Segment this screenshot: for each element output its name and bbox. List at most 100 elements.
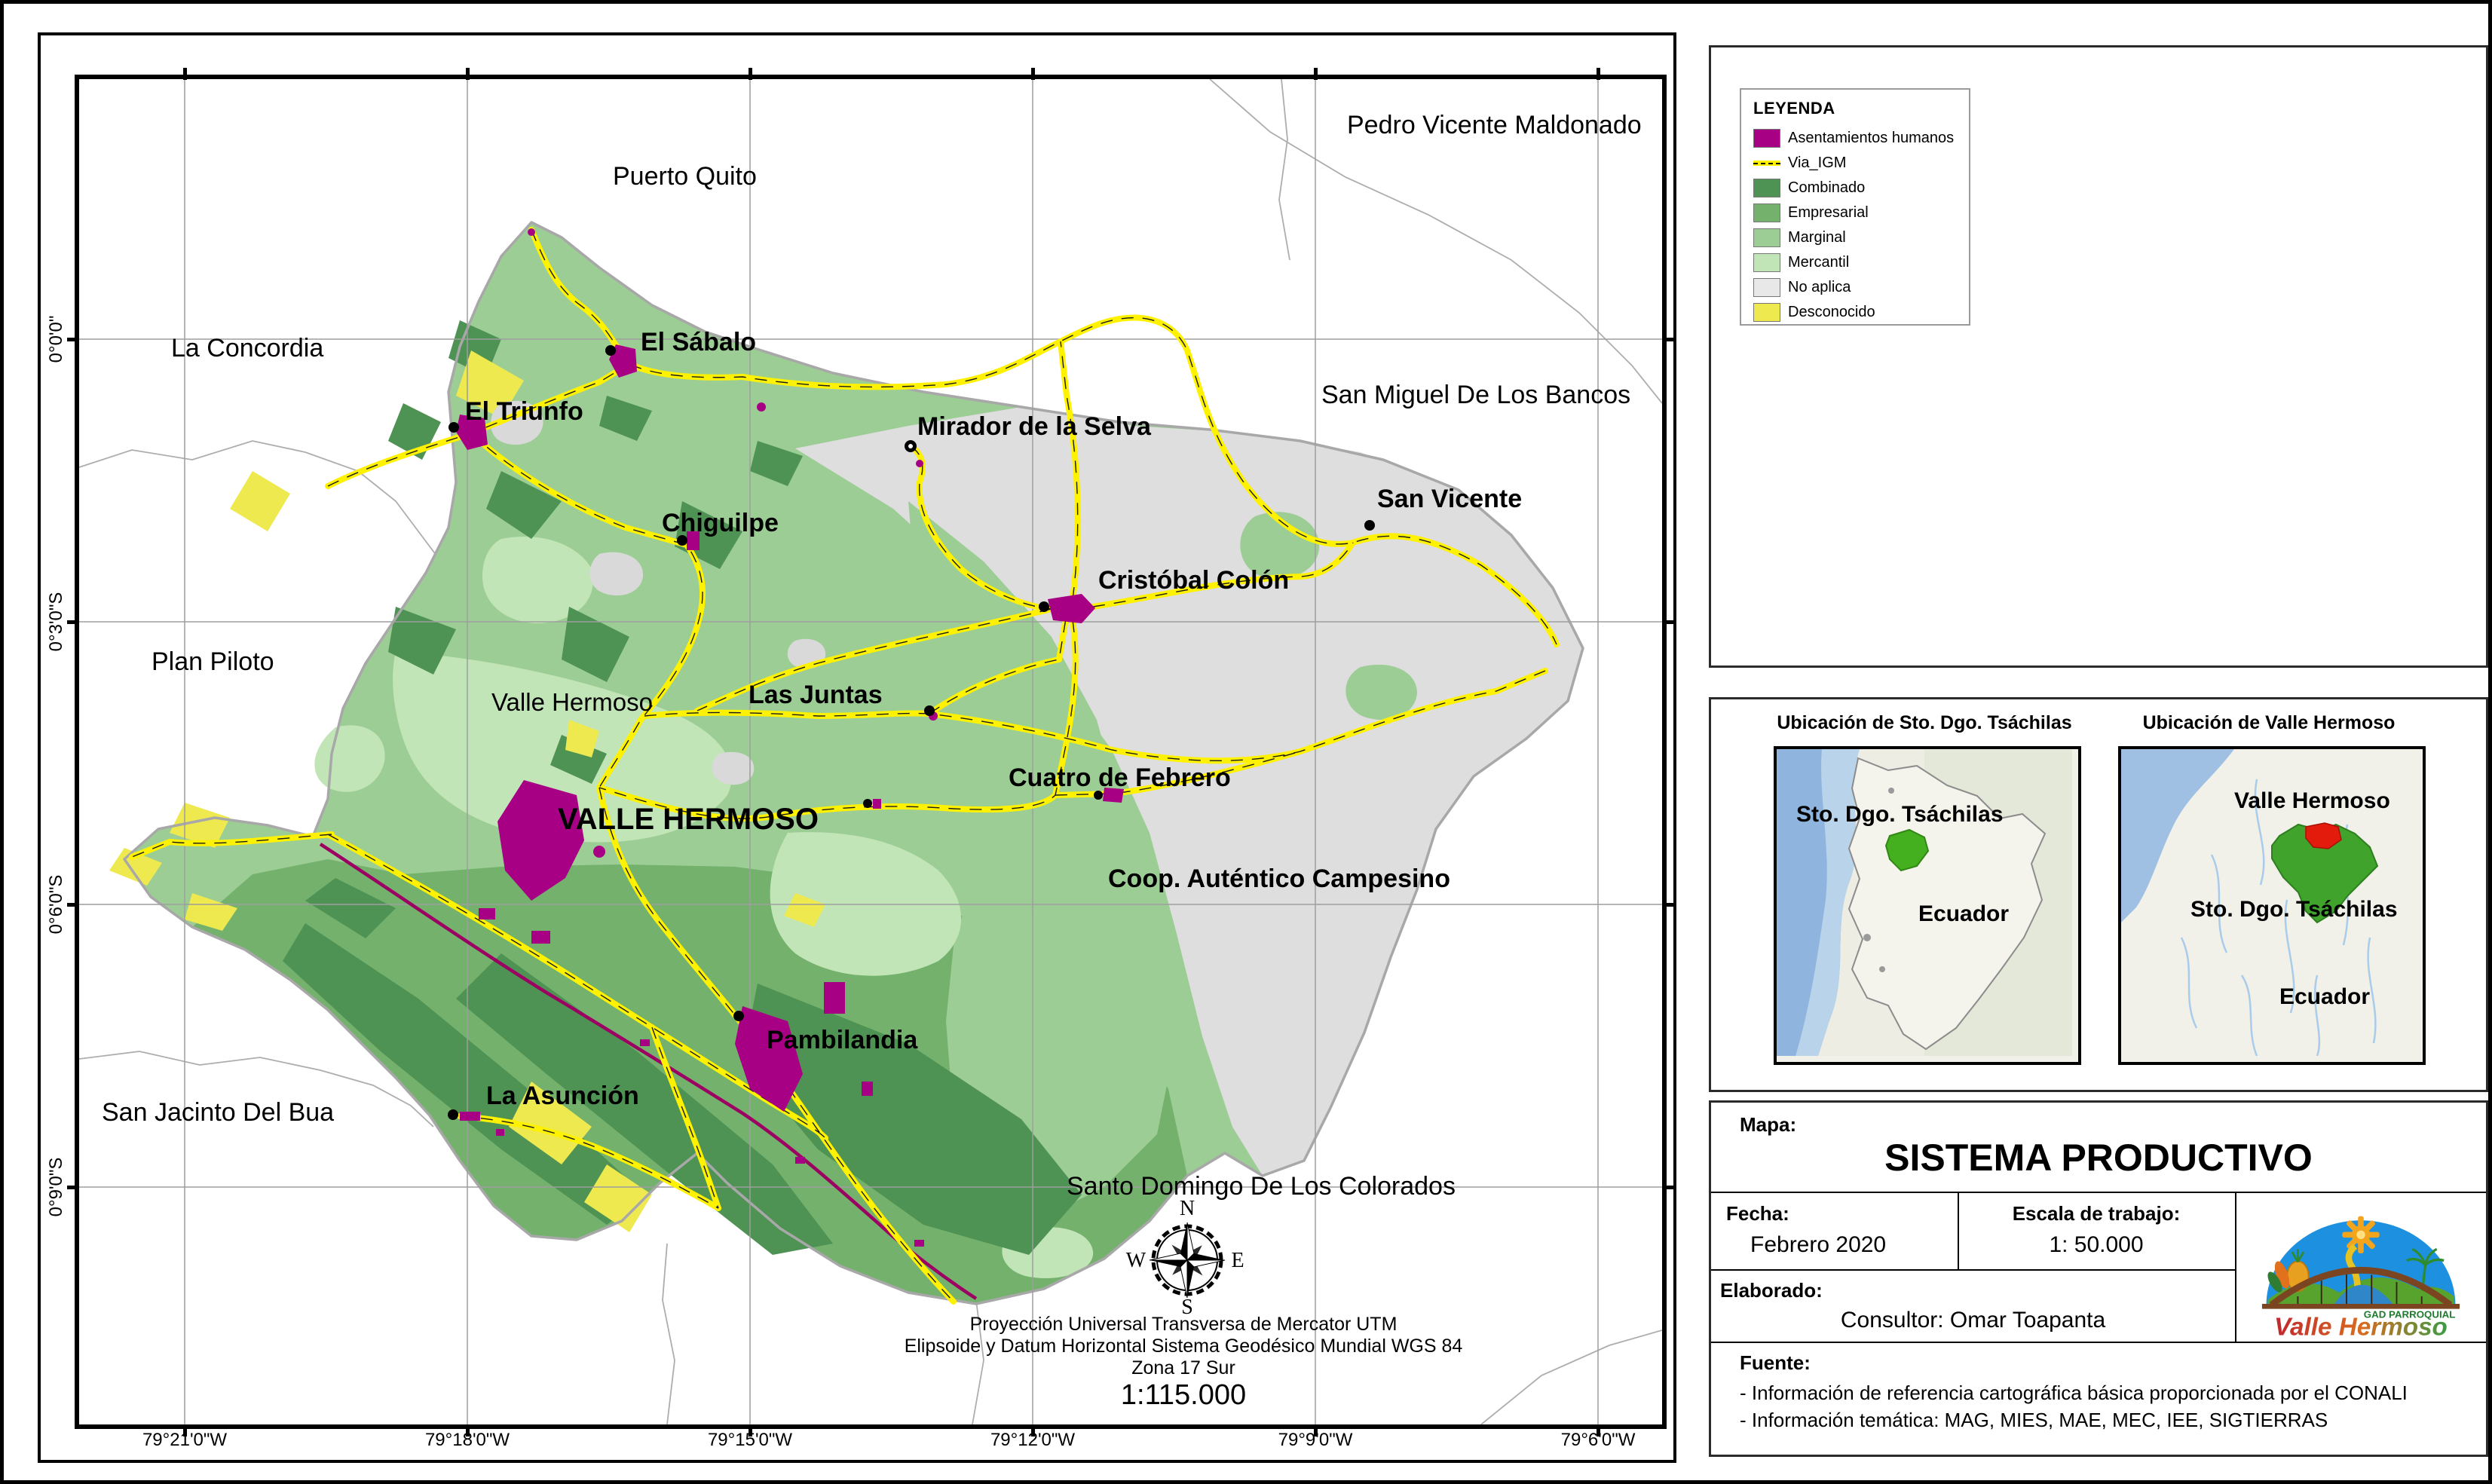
tick — [1031, 68, 1035, 80]
x-axis-label: 79°21'0"W — [142, 1430, 228, 1450]
graticule — [79, 79, 1662, 1424]
tick — [183, 1424, 187, 1437]
legend-box: LEYENDA Asentamientos humanos Via_IGM Co… — [1740, 88, 1970, 326]
tick — [749, 68, 752, 80]
divider — [1958, 1192, 1959, 1269]
y-axis-label: 0°6'0"S — [46, 874, 66, 935]
logo-river — [2333, 1284, 2394, 1305]
tick — [466, 68, 470, 80]
tick — [67, 903, 79, 907]
elaborado-value: Consultor: Omar Toapanta — [1840, 1308, 2106, 1333]
tick — [67, 338, 79, 341]
settlement-areas — [456, 228, 1124, 1247]
locator-title-province: Ubicación de Sto. Dgo. Tsáchilas — [1777, 712, 2072, 733]
mapa-field-label: Mapa: — [1740, 1113, 1797, 1136]
legend-item: Marginal — [1753, 225, 1969, 250]
palm-tree-icon — [2406, 1247, 2445, 1291]
sun-icon — [2342, 1216, 2380, 1253]
map-canvas: Pedro Vicente Maldonado Puerto Quito La … — [79, 79, 1662, 1424]
projection-note: Proyección Universal Transversa de Merca… — [882, 1314, 1485, 1379]
locator-label-country: Ecuador — [1918, 901, 2009, 926]
region-desconocido-patches — [109, 350, 825, 1232]
y-axis-label: 0°3'0"S — [46, 592, 66, 652]
map-label-las-juntas: Las Juntas — [749, 681, 883, 709]
map-title: SISTEMA PRODUCTIVO — [1884, 1137, 2313, 1179]
logo-name: Valle Hermoso — [2274, 1313, 2448, 1339]
tick — [1314, 68, 1318, 80]
legend-label: No aplica — [1788, 279, 1851, 295]
locator-label-province: Sto. Dgo. Tsáchilas — [1796, 802, 2004, 827]
legend-item: Asentamientos humanos — [1753, 126, 1969, 151]
legend-swatch-asentamientos — [1753, 129, 1780, 148]
legend-item: No aplica — [1753, 275, 1969, 300]
divider — [1711, 1269, 2235, 1271]
map-label-la-asuncion: La Asunción — [486, 1082, 639, 1110]
projection-line: Elipsoide y Datum Horizontal Sistema Geo… — [904, 1336, 1463, 1357]
legend-label: Via_IGM — [1788, 155, 1847, 171]
tick — [1031, 1424, 1035, 1437]
legend-title: LEYENDA — [1753, 99, 1835, 118]
tick — [1597, 68, 1600, 80]
legend-item: Via_IGM — [1753, 151, 1969, 176]
tick — [67, 1186, 79, 1189]
map-label-cuatro-de-febrero: Cuatro de Febrero — [1009, 763, 1231, 792]
x-axis-label: 79°9'0"W — [1278, 1430, 1353, 1450]
divider — [1711, 1192, 2486, 1193]
map-label-san-jacinto-del-bua: San Jacinto Del Bua — [102, 1098, 334, 1127]
tick — [1314, 1424, 1318, 1437]
legend-swatch-via-igm — [1753, 154, 1780, 173]
legend-label: Desconocido — [1788, 304, 1875, 320]
map-label-valle-hermoso-small: Valle Hermoso — [491, 688, 653, 716]
map-label-el-sabalo: El Sábalo — [641, 328, 756, 356]
logo-bridge — [2261, 1267, 2460, 1309]
tick — [1662, 338, 1674, 341]
x-axis-label: 79°6'0"W — [1560, 1430, 1636, 1450]
tick — [749, 1424, 752, 1437]
fuente-line: - Información temática: MAG, MIES, MAE, … — [1740, 1409, 2328, 1431]
fuente-field-label: Fuente: — [1740, 1351, 1811, 1374]
y-axis-label: 0°0'0" — [46, 315, 66, 363]
map-scale-text: 1:115.000 — [1120, 1379, 1247, 1411]
legend-label: Combinado — [1788, 179, 1866, 196]
compass-s: S — [1181, 1296, 1193, 1315]
map-label-pedro-vicente-maldonado: Pedro Vicente Maldonado — [1347, 111, 1642, 139]
town-markers — [448, 345, 1375, 1120]
y-axis-label: 0°9'0"S — [46, 1157, 66, 1217]
map-label-puerto-quito: Puerto Quito — [613, 162, 757, 191]
compass-e: E — [1231, 1249, 1244, 1272]
projection-line: Zona 17 Sur — [1131, 1357, 1235, 1378]
escala-value: 1: 50.000 — [2049, 1232, 2144, 1257]
logo-subtitle: GAD PARROQUIAL — [2364, 1309, 2456, 1320]
map-label-la-concordia: La Concordia — [171, 334, 323, 363]
legend-item: Combinado — [1753, 176, 1969, 200]
map-label-san-miguel-de-los-bancos: San Miguel De Los Bancos — [1321, 381, 1630, 409]
locator-label-parish: Valle Hermoso — [2234, 788, 2390, 813]
locator-label-province2: Sto. Dgo. Tsáchilas — [2190, 897, 2398, 922]
locator-label-country2: Ecuador — [2279, 984, 2370, 1009]
compass-n: N — [1180, 1198, 1195, 1220]
legend-swatch-combinado — [1753, 179, 1780, 197]
highway-line — [319, 843, 978, 1300]
legend-label: Mercantil — [1788, 254, 1850, 271]
parish-boundary — [123, 221, 1584, 1305]
tick — [1662, 903, 1674, 907]
legend-item: Desconocido — [1753, 300, 1969, 325]
gad-parroquial-logo: GAD PARROQUIAL Valle Hermoso — [2253, 1216, 2469, 1339]
map-label-cristobal: Cristóbal Colón — [1098, 566, 1289, 595]
map-label-san-vicente: San Vicente — [1377, 485, 1522, 513]
map-label-valle-hermoso: VALLE HERMOSO — [558, 803, 819, 836]
tick — [1597, 1424, 1600, 1437]
fecha-value: Febrero 2020 — [1750, 1232, 1887, 1257]
legend-label: Marginal — [1788, 229, 1846, 246]
map-label-coop: Coop. Auténtico Campesino — [1108, 864, 1450, 893]
legend-swatch-marginal — [1753, 228, 1780, 247]
map-label-plan-piloto: Plan Piloto — [152, 647, 274, 676]
projection-line: Proyección Universal Transversa de Merca… — [969, 1314, 1398, 1335]
elaborado-field-label: Elaborado: — [1720, 1279, 1823, 1302]
compass-w: W — [1126, 1249, 1147, 1272]
legend-swatch-no-aplica — [1753, 278, 1780, 297]
legend-label: Asentamientos humanos — [1788, 130, 1955, 146]
tick — [1662, 620, 1674, 624]
map-label-santo-domingo: Santo Domingo De Los Colorados — [1067, 1172, 1456, 1201]
legend-label: Empresarial — [1788, 204, 1869, 221]
